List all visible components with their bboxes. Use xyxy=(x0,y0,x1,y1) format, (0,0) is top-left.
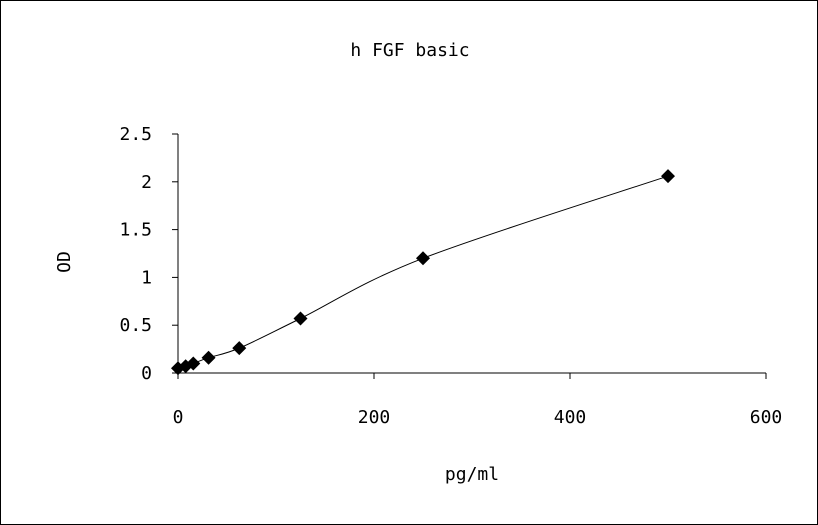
x-axis-label: pg/ml xyxy=(445,464,499,485)
chart-title: h FGF basic xyxy=(350,40,469,61)
series-line-group xyxy=(177,175,669,369)
data-point xyxy=(186,356,201,371)
y-tick-label: 1 xyxy=(141,267,152,288)
y-tick-label: 0 xyxy=(141,363,152,384)
data-points xyxy=(171,169,675,376)
series-line xyxy=(177,175,669,369)
data-point xyxy=(661,169,675,184)
y-tick-label: 1.5 xyxy=(119,220,152,241)
x-tick-label: 0 xyxy=(173,407,184,428)
data-point xyxy=(293,311,308,326)
y-axis-label: OD xyxy=(54,251,75,273)
x-tick-label: 200 xyxy=(358,407,391,428)
y-tick-label: 0.5 xyxy=(119,315,152,336)
data-point xyxy=(201,350,216,365)
x-tick-label: 400 xyxy=(554,407,587,428)
data-point xyxy=(232,341,247,356)
y-tick-label: 2 xyxy=(141,172,152,193)
x-tick-label: 600 xyxy=(750,407,783,428)
x-ticks: 0 200 400 600 xyxy=(173,373,783,428)
y-ticks: 0 0.5 1 1.5 2 2.5 xyxy=(119,124,178,384)
data-point xyxy=(416,251,430,266)
y-tick-label: 2.5 xyxy=(119,124,152,145)
axes xyxy=(177,134,766,374)
